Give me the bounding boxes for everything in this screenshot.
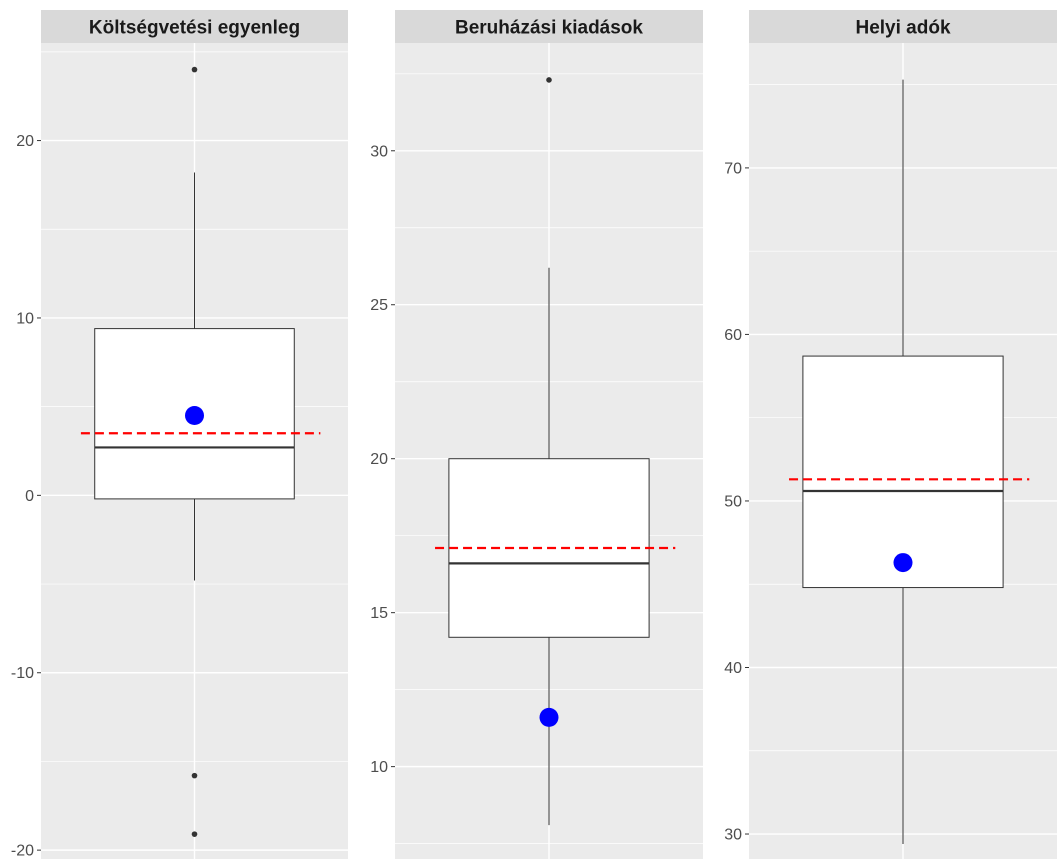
y-tick-label: 30: [724, 827, 742, 844]
y-tick-label: -20: [11, 843, 34, 859]
outlier-point: [191, 772, 198, 779]
y-tick-label: 10: [16, 310, 34, 327]
highlight-point: [185, 406, 204, 426]
y-tick-label: 0: [25, 488, 34, 505]
facet-panel-koltsegvetesi-egyenleg: Költségvetési egyenleg -20 -10 0 10 20: [11, 10, 348, 859]
y-tick-label: 70: [724, 160, 742, 177]
highlight-point: [539, 707, 559, 727]
box: [802, 355, 1004, 589]
y-tick-label: 20: [16, 133, 34, 150]
facet-panel-beruhazasi-kiadasok: Beruházási kiadások 10 15 20 25 30: [370, 10, 703, 859]
y-tick-label: 60: [724, 327, 742, 344]
y-tick-label: 20: [370, 451, 388, 468]
y-tick-label: 15: [370, 605, 388, 622]
highlight-point: [893, 553, 913, 573]
y-tick-label: 30: [370, 143, 388, 160]
y-tick-label: 40: [724, 660, 742, 677]
outlier-point: [546, 77, 552, 83]
facet-title: Beruházási kiadások: [455, 18, 643, 39]
facet-panel-helyi-adok: Helyi adók 30 40 50 60 70: [724, 10, 1057, 859]
facet-strip: [41, 10, 348, 43]
outlier-point: [191, 66, 198, 73]
y-tick-label: 25: [370, 297, 388, 314]
facet-title: Költségvetési egyenleg: [89, 18, 300, 39]
y-tick-label: -10: [11, 665, 34, 682]
outlier-point: [191, 831, 198, 837]
facet-strip: [395, 10, 703, 43]
y-tick-label: 10: [370, 759, 388, 776]
y-tick-label: 50: [724, 493, 742, 510]
facet-strip: [749, 10, 1057, 43]
facet-title: Helyi adók: [855, 18, 950, 39]
